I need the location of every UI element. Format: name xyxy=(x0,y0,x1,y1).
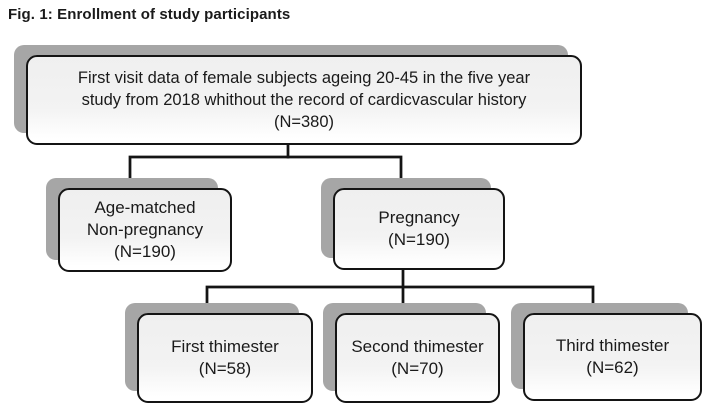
figure-title: Fig. 1: Enrollment of study participants xyxy=(8,6,291,23)
node-second-trimester: Second thimester (N=70) xyxy=(335,313,500,403)
node-enrollment-root: First visit data of female subjects agei… xyxy=(26,55,582,145)
node-non-pregnancy-label: Age-matched Non-pregnancy (N=190) xyxy=(86,198,204,261)
node-pregnancy: Pregnancy (N=190) xyxy=(333,188,505,270)
connector-pregnancy-to-trimesters xyxy=(205,285,595,316)
node-third-trimester: Third thimester (N=62) xyxy=(523,313,702,401)
connector-root-to-branches xyxy=(128,155,403,192)
node-first-trimester-label: First thimester (N=58) xyxy=(171,337,279,378)
node-first-trimester: First thimester (N=58) xyxy=(137,313,313,403)
node-pregnancy-label: Pregnancy (N=190) xyxy=(378,208,460,249)
node-second-trimester-label: Second thimester (N=70) xyxy=(351,337,484,378)
node-enrollment-root-label: First visit data of female subjects agei… xyxy=(77,69,531,131)
node-third-trimester-label: Third thimester (N=62) xyxy=(555,336,670,377)
node-non-pregnancy: Age-matched Non-pregnancy (N=190) xyxy=(58,188,232,272)
